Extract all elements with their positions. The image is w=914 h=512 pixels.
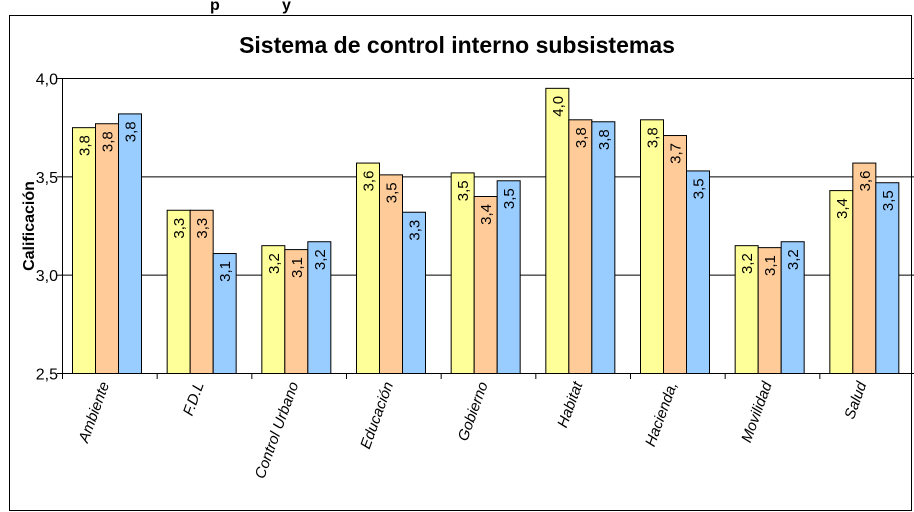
bar: [591, 121, 616, 375]
bar: [640, 119, 664, 374]
bar: [72, 127, 96, 374]
data-label: 4,0: [550, 96, 567, 117]
bar: [686, 170, 710, 374]
bar: [450, 172, 475, 374]
data-labels: 3,8 3,3 3,2 3,6 3,5 4,0 3,8 3,2 3,4 3,8 3,3 3,1 3,5 3…: [77, 96, 897, 282]
data-label: 3,8: [596, 129, 613, 150]
data-label: 3,1: [217, 261, 234, 282]
bar: [118, 113, 142, 375]
data-label: 3,3: [194, 218, 211, 239]
data-label: 3,8: [77, 135, 94, 156]
data-label: 3,5: [501, 188, 518, 209]
data-label: 3,1: [289, 257, 306, 278]
bar: [568, 119, 593, 374]
data-label: 3,6: [361, 171, 378, 192]
data-label: 3,3: [407, 220, 424, 241]
bars: [72, 87, 900, 375]
y-axis-label: Calificación: [21, 181, 38, 271]
data-label: 3,4: [834, 198, 851, 219]
data-label: 3,7: [668, 143, 685, 164]
data-label: 3,2: [266, 253, 283, 274]
data-label: 3,8: [645, 127, 662, 148]
bar: [379, 174, 403, 374]
data-label: 3,5: [455, 180, 472, 201]
data-label: 3,1: [762, 255, 779, 276]
bar: [95, 123, 119, 374]
data-label: 3,2: [739, 253, 756, 274]
data-label: 3,8: [573, 127, 590, 148]
bar: [852, 162, 877, 374]
chart-title: Sistema de control interno subsistemas: [239, 32, 675, 58]
top-caption: p y: [210, 0, 291, 14]
data-label: 3,2: [312, 249, 329, 270]
data-label: 3,3: [171, 218, 188, 239]
bar: [356, 162, 380, 374]
data-label: 3,8: [123, 121, 140, 142]
data-label: 3,4: [478, 204, 495, 225]
data-label: 3,5: [691, 178, 708, 199]
bar: [545, 87, 570, 374]
data-label: 3,5: [384, 182, 401, 203]
data-label: 3,6: [857, 171, 874, 192]
y-tick-label: 3,5: [36, 170, 58, 187]
data-label: 3,8: [100, 131, 117, 152]
bar: [663, 135, 687, 374]
y-tick-label: 4,0: [36, 72, 58, 89]
data-label: 3,5: [880, 190, 897, 211]
chart-border: [9, 15, 912, 511]
y-tick-label: 3,0: [36, 268, 58, 285]
data-label: 3,2: [785, 249, 802, 270]
y-tick-label: 2,5: [36, 367, 58, 384]
